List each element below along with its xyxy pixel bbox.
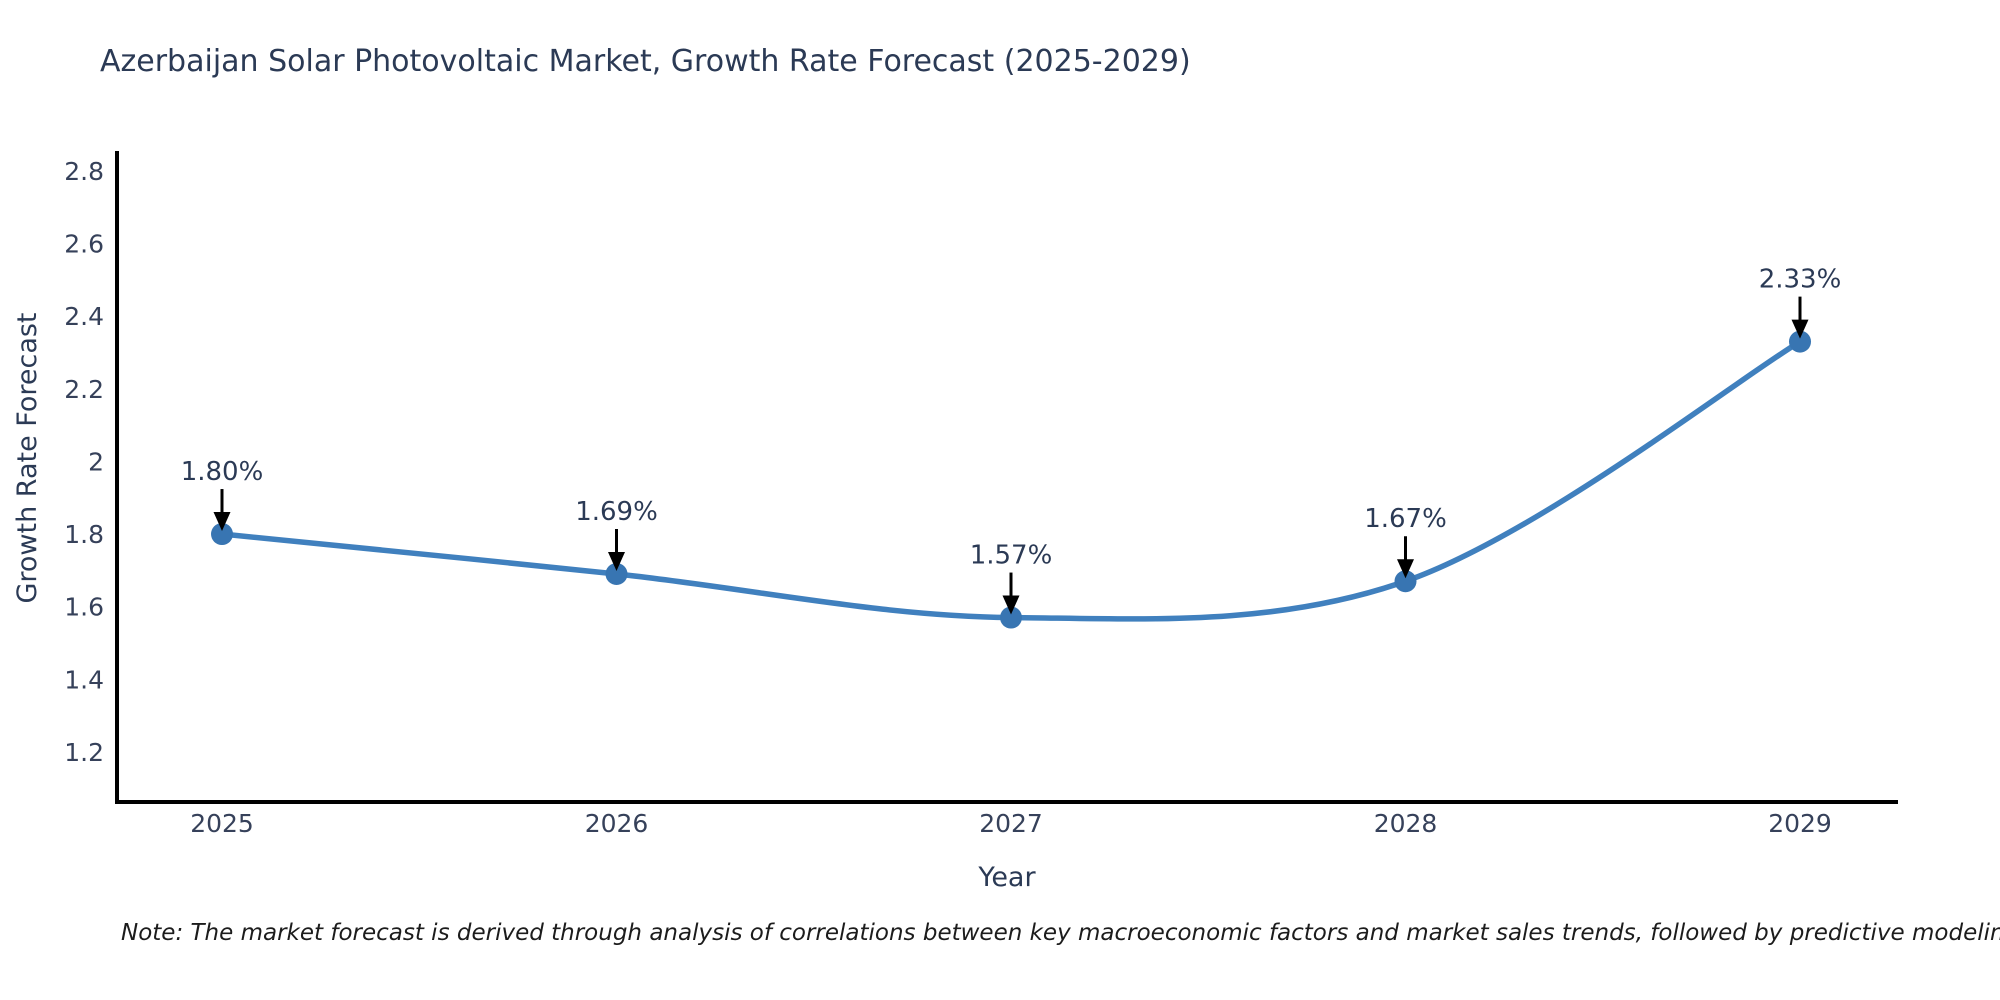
annotation-arrowhead [213, 512, 231, 532]
y-tick-label: 2.4 [64, 302, 104, 331]
y-tick-label: 2 [88, 447, 104, 476]
annotation-arrowhead [608, 551, 625, 571]
y-tick-label: 2.2 [64, 375, 104, 404]
chart-note: Note: The market forecast is derived thr… [121, 920, 2000, 946]
annotation-label: 1.69% [575, 497, 658, 527]
data-point-marker [211, 523, 233, 546]
y-tick-label: 2.8 [64, 157, 104, 186]
x-tick-label: 2026 [585, 809, 649, 838]
annotation-label: 2.33% [1759, 265, 1842, 295]
annotation-label: 1.80% [181, 457, 264, 487]
x-tick-label: 2025 [190, 809, 254, 838]
data-point-marker [605, 562, 628, 585]
x-tick-label: 2029 [1768, 809, 1832, 838]
annotation-arrowhead [1397, 559, 1414, 579]
x-axis-title: Year [977, 862, 1036, 893]
axis-lines [115, 151, 1898, 804]
annotation-label: 1.57% [970, 541, 1053, 571]
y-tick-label: 1.2 [64, 738, 104, 767]
y-axis-title: Growth Rate Forecast [12, 312, 43, 603]
y-tick-label: 1.8 [64, 520, 104, 549]
data-point-marker [1789, 330, 1811, 353]
x-tick-label: 2027 [979, 809, 1043, 838]
annotation-label: 1.67% [1364, 504, 1447, 534]
y-tick-label: 1.4 [64, 665, 104, 694]
annotation-arrowhead [1002, 595, 1020, 615]
chart-title: Azerbaijan Solar Photovoltaic Market, Gr… [100, 44, 1191, 79]
y-tick-label: 1.6 [64, 593, 104, 622]
data-point-marker [1394, 570, 1417, 593]
x-tick-label: 2028 [1374, 809, 1438, 838]
data-point-marker [1000, 606, 1022, 629]
y-tick-label: 2.6 [64, 230, 104, 259]
annotation-arrowhead [1791, 319, 1809, 339]
